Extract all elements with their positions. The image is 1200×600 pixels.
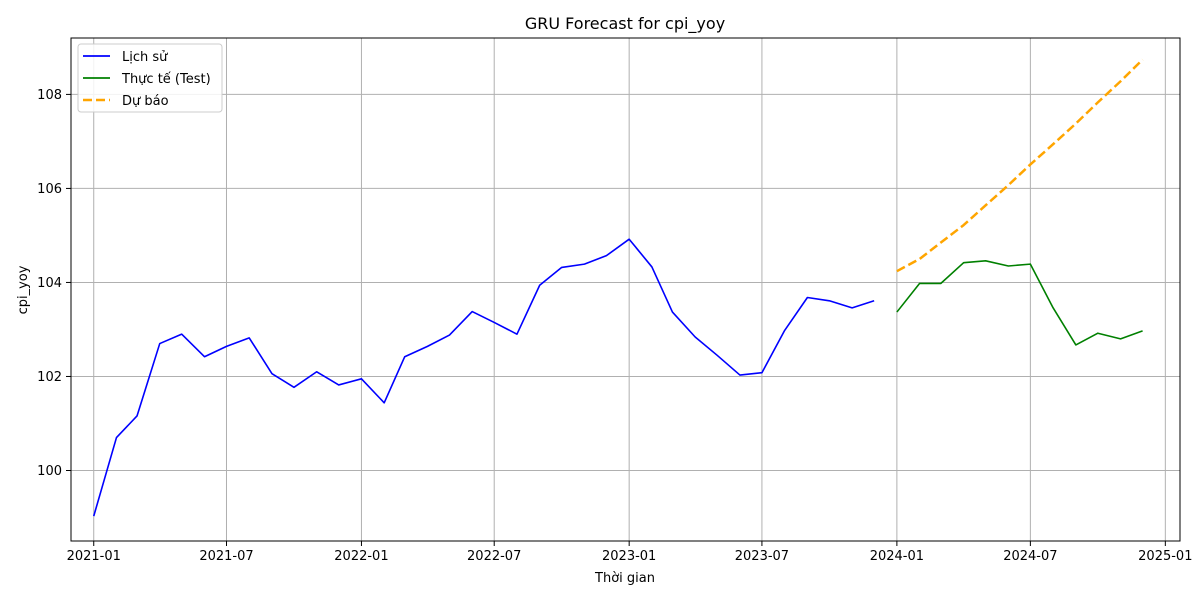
x-axis-label: Thời gian — [594, 571, 655, 586]
x-tick-label: 2021-07 — [199, 549, 253, 564]
y-tick-label: 108 — [37, 88, 62, 103]
x-tick-label: 2024-07 — [1003, 549, 1057, 564]
series-line-3 — [896, 58, 1144, 273]
y-tick-label: 104 — [37, 276, 62, 291]
series-line-2 — [896, 260, 1143, 346]
y-tick-label: 106 — [37, 182, 62, 197]
series-line-1 — [92, 238, 875, 517]
x-tick-label: 2022-01 — [334, 549, 388, 564]
grid — [71, 38, 1180, 541]
chart-title: GRU Forecast for cpi_yoy — [525, 14, 725, 34]
axes: 2021-01 2021-07 2022-01 2022-07 2023-01 2023-… — [37, 37, 1192, 564]
x-tick-label: 2022-07 — [467, 549, 521, 564]
y-axis-label: cpi_yoy — [16, 265, 31, 314]
x-tick-label: 2021-01 — [67, 549, 121, 564]
y-tick-label: 100 — [37, 464, 62, 479]
legend-label: Lịch sử — [122, 50, 168, 65]
y-tick-label: 102 — [37, 370, 62, 385]
x-tick-label: 2024-01 — [870, 549, 924, 564]
x-tick-label: 2025-01 — [1138, 549, 1192, 564]
plot-frame — [70, 37, 1181, 542]
legend-label: Dự báo — [122, 94, 169, 109]
legend: Lịch sử Thực tế (Test) Dự báo — [77, 43, 223, 113]
x-tick-label: 2023-01 — [602, 549, 656, 564]
legend-label: Thực tế (Test) — [121, 72, 211, 87]
series-layer — [92, 58, 1144, 517]
legend-box — [77, 43, 223, 113]
x-tick-label: 2023-07 — [735, 549, 789, 564]
